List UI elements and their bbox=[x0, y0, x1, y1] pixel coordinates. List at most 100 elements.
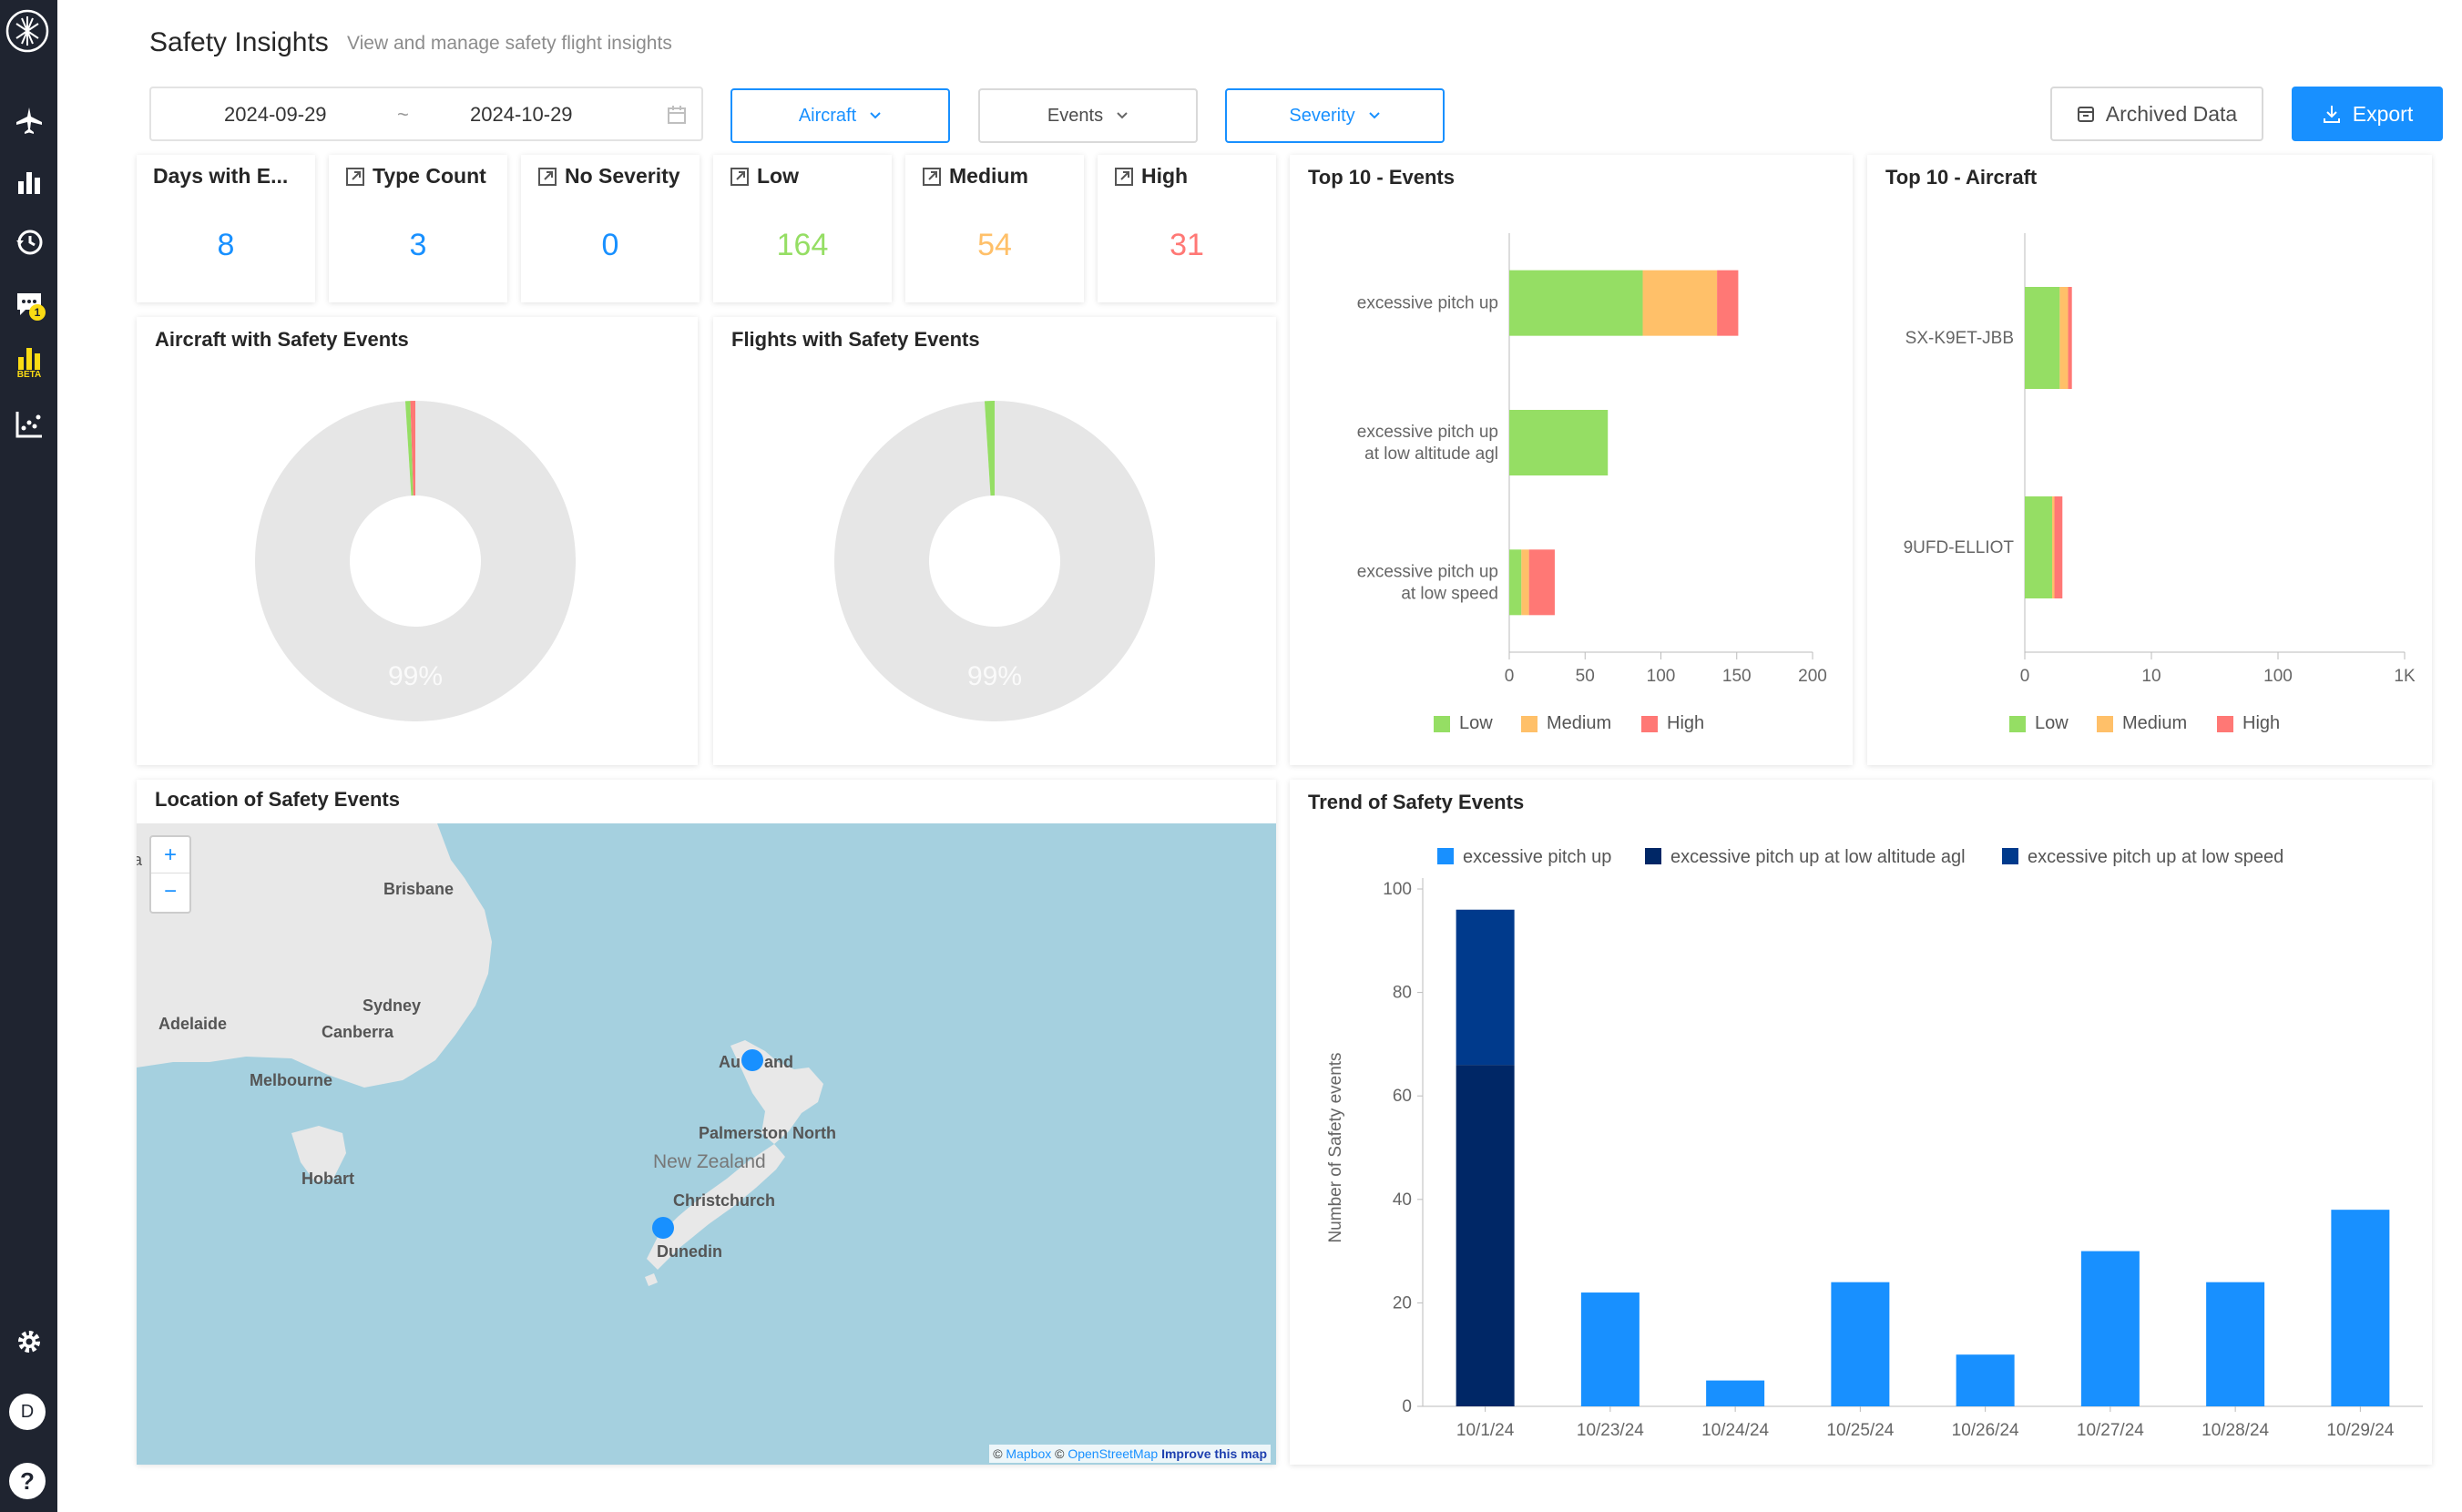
trend-bar-segment[interactable] bbox=[1456, 1065, 1515, 1406]
user-avatar[interactable]: D bbox=[9, 1394, 46, 1430]
category-label: at low speed bbox=[1401, 584, 1498, 603]
settings-icon[interactable] bbox=[11, 1323, 47, 1360]
trend-bar-segment[interactable] bbox=[1456, 909, 1515, 1066]
stat-card[interactable]: Type Count 3 bbox=[329, 155, 507, 302]
legend-label[interactable]: High bbox=[2242, 713, 2280, 733]
date-start[interactable]: 2024-09-29 bbox=[224, 103, 327, 126]
stat-card[interactable]: High 31 bbox=[1098, 155, 1276, 302]
category-label: at low altitude agl bbox=[1364, 444, 1498, 464]
bar-segment[interactable] bbox=[1528, 549, 1555, 616]
legend-label[interactable]: Low bbox=[1459, 713, 1493, 733]
severity-filter[interactable]: Severity bbox=[1225, 88, 1445, 143]
help-icon[interactable]: ? bbox=[9, 1463, 46, 1499]
donut-slice[interactable] bbox=[833, 401, 1155, 721]
legend-swatch[interactable] bbox=[2009, 716, 2026, 732]
events-filter[interactable]: Events bbox=[978, 88, 1198, 143]
legend-label[interactable]: Medium bbox=[2122, 713, 2187, 733]
flights-icon[interactable] bbox=[11, 102, 47, 138]
legend-swatch[interactable] bbox=[1434, 716, 1450, 732]
expand-icon[interactable] bbox=[730, 167, 750, 187]
stat-value: 31 bbox=[1170, 228, 1204, 262]
bar-segment[interactable] bbox=[2054, 496, 2063, 598]
osm-link[interactable]: OpenStreetMap bbox=[1068, 1446, 1159, 1461]
aircraft-donut-chart: 99% bbox=[254, 401, 576, 721]
top-aircraft-chart: 0 10 100 1K SX-K9ET-JBB 9UFD-ELLIOT Low Medium H… bbox=[1904, 233, 2416, 733]
legend-swatch[interactable] bbox=[1437, 848, 1454, 864]
scatter-chart-icon[interactable] bbox=[11, 406, 47, 443]
expand-icon[interactable] bbox=[537, 167, 557, 187]
donut-slice[interactable] bbox=[404, 401, 414, 496]
chevron-down-icon bbox=[869, 108, 882, 123]
bar-segment[interactable] bbox=[1521, 549, 1529, 616]
bar-segment[interactable] bbox=[1717, 270, 1739, 336]
bar-segment[interactable] bbox=[2052, 496, 2055, 598]
bar-segment[interactable] bbox=[1509, 270, 1643, 336]
trend-bar-segment[interactable] bbox=[2206, 1282, 2265, 1406]
stat-card-header: Days with E... bbox=[153, 164, 288, 189]
zoom-in-button[interactable]: + bbox=[151, 837, 189, 873]
bar-segment[interactable] bbox=[1509, 549, 1522, 616]
history-icon[interactable] bbox=[11, 224, 47, 261]
improve-map-link[interactable]: Improve this map bbox=[1161, 1446, 1267, 1461]
mapbox-link[interactable]: Mapbox bbox=[1006, 1446, 1052, 1461]
date-range-picker[interactable]: 2024-09-29 ~ 2024-10-29 bbox=[149, 87, 703, 141]
legend-label[interactable]: excessive pitch up at low altitude agl bbox=[1670, 847, 1966, 867]
legend-swatch[interactable] bbox=[2217, 716, 2233, 732]
bar-segment[interactable] bbox=[1509, 410, 1609, 475]
messages-icon[interactable]: 1 bbox=[11, 286, 47, 322]
map-canvas[interactable]: a Brisbane Sydney Canberra Adelaide Melb… bbox=[137, 823, 1276, 1465]
legend-swatch[interactable] bbox=[2002, 848, 2018, 864]
expand-icon[interactable] bbox=[345, 167, 365, 187]
donut-slice[interactable] bbox=[254, 401, 576, 721]
donut-slice[interactable] bbox=[984, 401, 995, 496]
download-icon bbox=[2322, 104, 2342, 124]
calendar-icon[interactable] bbox=[667, 105, 687, 130]
legend-swatch[interactable] bbox=[2097, 716, 2113, 732]
legend-swatch[interactable] bbox=[1641, 716, 1658, 732]
trend-bar-segment[interactable] bbox=[1956, 1354, 2015, 1406]
aircraft-filter-label: Aircraft bbox=[798, 105, 857, 126]
legend-label[interactable]: excessive pitch up bbox=[1463, 847, 1611, 867]
trend-bar-segment[interactable] bbox=[2080, 1251, 2140, 1406]
y-tick-label: 80 bbox=[1393, 984, 1412, 1003]
map-label-nz: New Zealand bbox=[653, 1151, 766, 1172]
bar-segment[interactable] bbox=[2025, 496, 2053, 598]
bar-segment[interactable] bbox=[2025, 287, 2060, 389]
legend-label[interactable]: Medium bbox=[1547, 713, 1611, 733]
donut-slice[interactable] bbox=[410, 401, 415, 496]
export-label: Export bbox=[2352, 101, 2414, 126]
expand-icon[interactable] bbox=[922, 167, 942, 187]
aircraft-filter[interactable]: Aircraft bbox=[730, 88, 950, 143]
legend-swatch[interactable] bbox=[1521, 716, 1537, 732]
stat-card[interactable]: Days with E... 8 bbox=[137, 155, 315, 302]
safety-insights-icon[interactable]: BETA bbox=[11, 346, 47, 383]
export-button[interactable]: Export bbox=[2292, 87, 2443, 141]
legend-label[interactable]: Low bbox=[2035, 713, 2069, 733]
trend-bar-segment[interactable] bbox=[1580, 1292, 1640, 1406]
y-axis-label: Number of Safety events bbox=[1326, 1052, 1345, 1242]
event-marker[interactable] bbox=[652, 1217, 674, 1239]
messages-badge: 1 bbox=[29, 304, 46, 321]
app-logo-icon[interactable] bbox=[4, 7, 58, 55]
event-marker[interactable] bbox=[741, 1049, 763, 1071]
archived-data-button[interactable]: Archived Data bbox=[2050, 87, 2263, 141]
trend-bar-segment[interactable] bbox=[1831, 1282, 1890, 1406]
date-separator: ~ bbox=[397, 103, 409, 126]
stat-card[interactable]: Low 164 bbox=[713, 155, 892, 302]
legend-label[interactable]: excessive pitch up at low speed bbox=[2028, 847, 2283, 867]
stat-card[interactable]: Medium 54 bbox=[905, 155, 1084, 302]
expand-icon[interactable] bbox=[1114, 167, 1134, 187]
legend-swatch[interactable] bbox=[1645, 848, 1661, 864]
analytics-icon[interactable] bbox=[11, 164, 47, 200]
trend-bar-segment[interactable] bbox=[1706, 1380, 1765, 1406]
bar-segment[interactable] bbox=[2068, 287, 2072, 389]
map-label-palmerston: Palmerston North bbox=[699, 1124, 837, 1142]
trend-bar-segment[interactable] bbox=[2331, 1210, 2390, 1406]
bar-segment[interactable] bbox=[1642, 270, 1718, 336]
stat-card[interactable]: No Severity 0 bbox=[521, 155, 700, 302]
legend-label[interactable]: High bbox=[1667, 713, 1704, 733]
zoom-out-button[interactable]: − bbox=[163, 879, 177, 904]
bar-segment[interactable] bbox=[2059, 287, 2069, 389]
date-end[interactable]: 2024-10-29 bbox=[470, 103, 573, 126]
stat-card-header: No Severity bbox=[537, 164, 680, 189]
